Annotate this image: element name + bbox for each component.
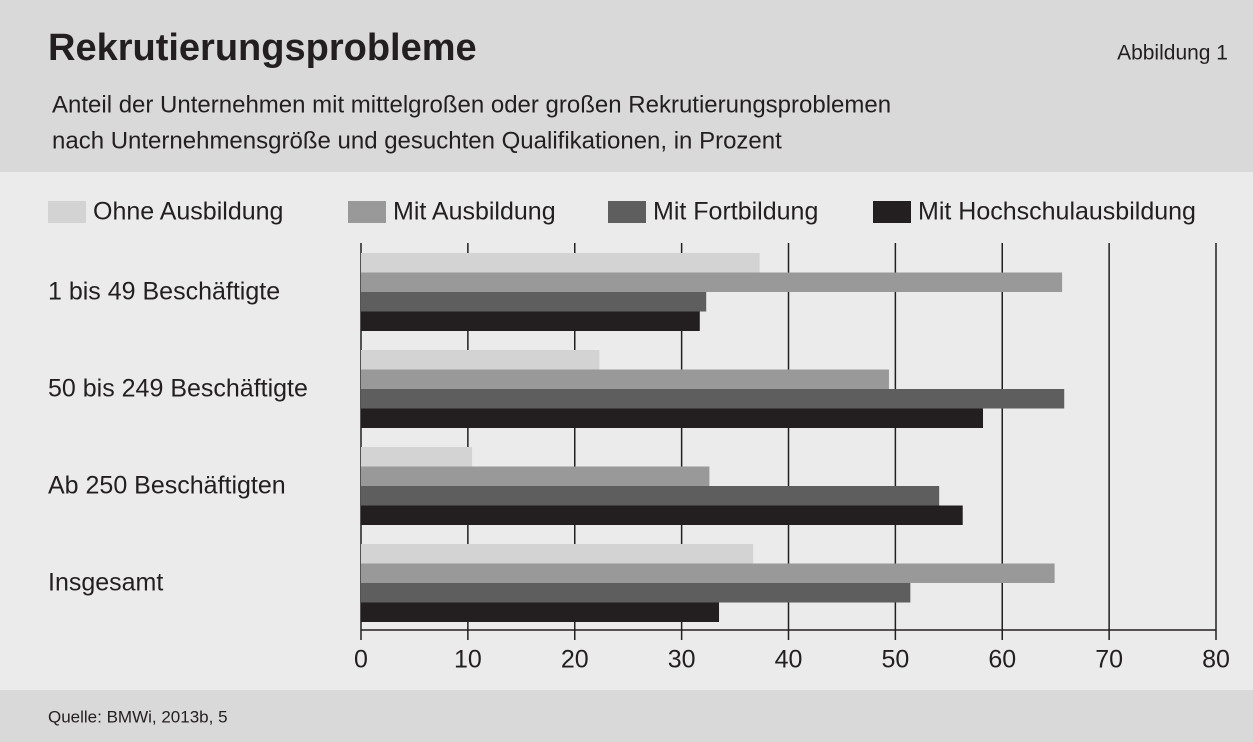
legend-label: Ohne Ausbildung	[93, 198, 283, 226]
bar	[361, 389, 1065, 409]
y-tick-label: 50 bis 249 Beschäftigte	[48, 375, 308, 403]
bar	[361, 408, 984, 428]
legend-swatch	[48, 201, 86, 223]
footer-band	[0, 690, 1253, 742]
chart-title: Rekrutierungsprobleme	[48, 27, 477, 69]
legend-swatch	[873, 201, 911, 223]
y-tick-label: Ab 250 Beschäftigten	[48, 472, 286, 500]
x-tick-label: 80	[1202, 646, 1230, 674]
bar	[361, 369, 889, 389]
bar	[361, 602, 720, 622]
x-tick-label: 50	[881, 646, 909, 674]
subtitle: nach Unternehmensgröße und gesuchten Qua…	[52, 127, 782, 154]
x-tick-label: 20	[561, 646, 589, 674]
y-tick-label: 1 bis 49 Beschäftigte	[48, 278, 280, 306]
legend-swatch	[608, 201, 646, 223]
bar	[361, 253, 760, 273]
bar	[361, 292, 707, 312]
legend-label: Mit Fortbildung	[653, 198, 818, 226]
legend-label: Mit Ausbildung	[393, 198, 556, 226]
x-tick-label: 0	[354, 646, 368, 674]
bar	[361, 544, 754, 564]
x-tick-label: 60	[988, 646, 1016, 674]
bar	[361, 272, 1063, 292]
bar	[361, 486, 940, 506]
header-band	[0, 0, 1253, 172]
x-tick-label: 30	[668, 646, 696, 674]
subtitle: Anteil der Unternehmen mit mittelgroßen …	[52, 91, 891, 118]
legend-label: Mit Hochschulausbildung	[918, 198, 1196, 226]
bar	[361, 583, 911, 603]
x-tick-label: 70	[1095, 646, 1123, 674]
bar	[361, 466, 710, 486]
bar	[361, 563, 1055, 583]
bar	[361, 311, 700, 331]
figure-label: Abbildung 1	[1117, 42, 1228, 65]
bar	[361, 350, 600, 370]
x-tick-label: 40	[775, 646, 803, 674]
bar	[361, 447, 473, 467]
legend-swatch	[348, 201, 386, 223]
bar	[361, 505, 963, 525]
y-tick-label: Insgesamt	[48, 569, 163, 597]
x-tick-label: 10	[454, 646, 482, 674]
source: Quelle: BMWi, 2013b, 5	[48, 707, 228, 726]
